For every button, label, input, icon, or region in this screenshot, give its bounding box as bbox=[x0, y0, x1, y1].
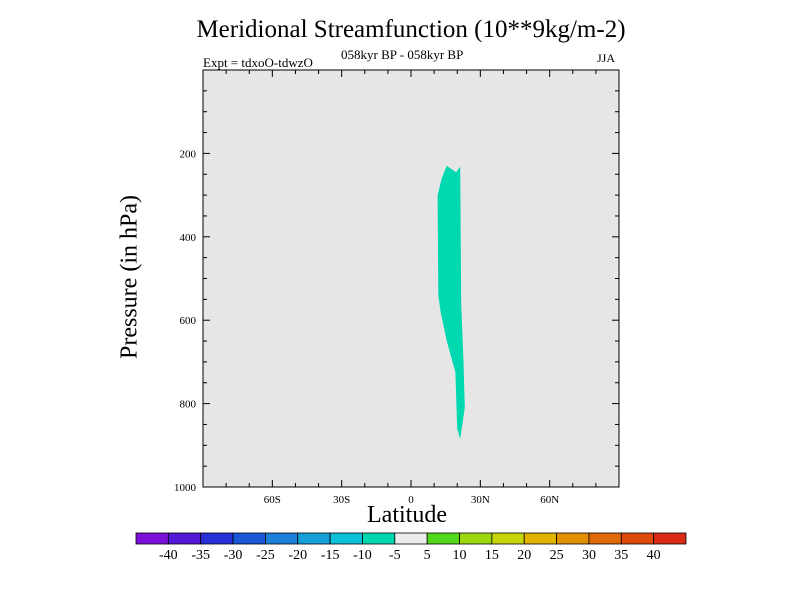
colorbar-swatch bbox=[394, 532, 428, 545]
colorbar-label: 25 bbox=[550, 548, 564, 563]
colorbar-swatch bbox=[135, 532, 169, 545]
x-tick-label: 60S bbox=[264, 494, 281, 506]
y-tick-label: 600 bbox=[180, 315, 197, 327]
x-tick-label: 60N bbox=[540, 494, 559, 506]
colorbar-swatch bbox=[200, 532, 234, 545]
colorbar-label: 5 bbox=[424, 548, 431, 563]
x-tick-label: 30S bbox=[333, 494, 350, 506]
y-tick-label: 1000 bbox=[174, 482, 197, 494]
colorbar-swatch bbox=[620, 532, 655, 545]
colorbar-label: 30 bbox=[582, 548, 596, 563]
colorbar-label: -40 bbox=[159, 548, 178, 563]
colorbar-swatch bbox=[426, 532, 460, 545]
colorbar-swatch bbox=[523, 532, 557, 545]
colorbar-label: -35 bbox=[191, 548, 210, 563]
experiment-label: Expt = tdxoO-tdwzO bbox=[203, 55, 313, 70]
colorbar-label: 10 bbox=[453, 548, 467, 563]
season-label: JJA bbox=[597, 51, 616, 65]
colorbar-swatch bbox=[459, 532, 493, 545]
colorbar-swatch bbox=[297, 532, 331, 545]
colorbar-swatch bbox=[232, 532, 266, 545]
colorbar-swatch bbox=[653, 532, 687, 545]
colorbar-label: 15 bbox=[485, 548, 499, 563]
colorbar-swatch bbox=[329, 532, 363, 545]
colorbar-label: -30 bbox=[224, 548, 243, 563]
colorbar-swatch bbox=[167, 532, 202, 545]
x-tick-label: 30N bbox=[471, 494, 490, 506]
x-tick-label: 0 bbox=[408, 494, 414, 506]
chart-subtitle: 058kyr BP - 058kyr BP bbox=[341, 47, 464, 62]
x-axis-label: Latitude bbox=[367, 502, 447, 528]
colorbar-label: -15 bbox=[321, 548, 340, 563]
contour-fill-region bbox=[437, 165, 465, 439]
chart-title: Meridional Streamfunction (10**9kg/m-2) bbox=[196, 16, 626, 43]
colorbar-label: -20 bbox=[288, 548, 307, 563]
colorbar-swatch bbox=[491, 532, 525, 545]
colorbar-swatch bbox=[588, 532, 622, 545]
colorbar-swatch bbox=[556, 532, 590, 545]
colorbar-label: -10 bbox=[353, 548, 372, 563]
colorbar-label: -25 bbox=[256, 548, 275, 563]
colorbar-swatch bbox=[265, 532, 299, 545]
y-tick-label: 800 bbox=[180, 399, 197, 411]
plot-background bbox=[203, 70, 619, 487]
y-tick-label: 200 bbox=[180, 148, 197, 160]
colorbar-label: 35 bbox=[614, 548, 628, 563]
colorbar-label: -5 bbox=[389, 548, 401, 563]
colorbar-label: 40 bbox=[647, 548, 661, 563]
colorbar-swatch bbox=[362, 532, 396, 545]
colorbar-label: 20 bbox=[517, 548, 531, 563]
y-tick-label: 400 bbox=[180, 232, 197, 244]
